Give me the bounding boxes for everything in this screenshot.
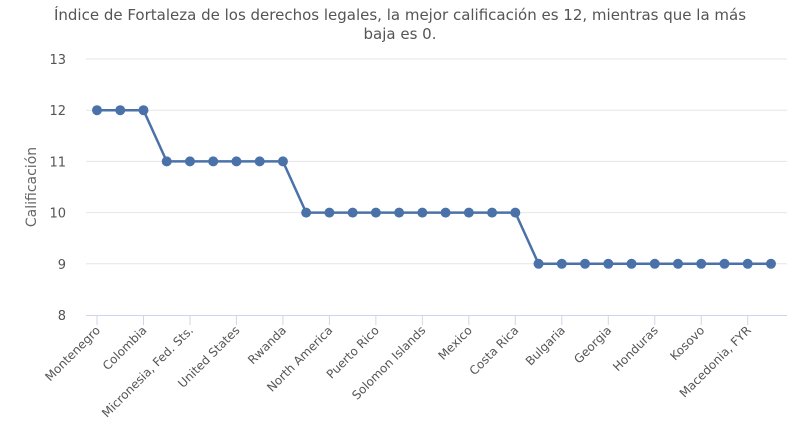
data-point[interactable] (742, 258, 753, 269)
chart-title-line-2: baja es 0. (363, 25, 437, 43)
x-tick-label: Bulgaria (523, 323, 568, 368)
y-tick-label: 11 (49, 155, 66, 170)
data-point[interactable] (649, 258, 660, 269)
data-point[interactable] (324, 207, 335, 218)
data-point[interactable] (231, 156, 242, 167)
data-point[interactable] (533, 258, 544, 269)
x-tick-label: Mexico (435, 323, 475, 363)
data-point[interactable] (184, 156, 195, 167)
y-axis-label: Calificación (24, 147, 40, 227)
data-point[interactable] (115, 105, 126, 116)
chart-title: Índice de Fortaleza de los derechos lega… (0, 6, 800, 44)
data-point[interactable] (208, 156, 219, 167)
data-point[interactable] (92, 105, 102, 116)
data-point[interactable] (603, 258, 614, 269)
data-point[interactable] (370, 207, 381, 218)
y-tick-label: 8 (58, 309, 66, 324)
data-point[interactable] (138, 105, 149, 116)
x-tick-label: Rwanda (245, 323, 289, 367)
data-point[interactable] (347, 207, 358, 218)
series-line (97, 108, 771, 266)
data-point[interactable] (626, 258, 637, 269)
data-point[interactable] (696, 258, 707, 269)
data-point[interactable] (765, 258, 776, 269)
y-tick-label: 9 (58, 258, 66, 273)
y-tick-label: 10 (49, 207, 66, 222)
data-point[interactable] (394, 207, 405, 218)
y-tick-label: 13 (49, 53, 66, 68)
data-point[interactable] (277, 156, 288, 167)
data-point[interactable] (417, 207, 428, 218)
y-axis-ticks: 8 9 10 11 12 13 (49, 53, 66, 324)
x-tick-label: Georgia (571, 323, 614, 366)
data-point[interactable] (440, 207, 451, 218)
data-point[interactable] (301, 207, 312, 218)
data-point[interactable] (556, 258, 567, 269)
data-point[interactable] (161, 156, 172, 167)
data-point[interactable] (487, 207, 498, 218)
data-point[interactable] (719, 258, 730, 269)
x-tick-label: Micronesia, Fed. Sts. (99, 323, 196, 420)
x-tick-label: Costa Rica (467, 323, 522, 378)
x-tick-label: Honduras (610, 323, 661, 374)
data-point[interactable] (463, 207, 474, 218)
x-tick-label: Colombia (100, 323, 150, 373)
data-point[interactable] (254, 156, 265, 167)
y-tick-label: 12 (49, 104, 66, 119)
x-tick-label: Montenegro (42, 323, 103, 384)
data-point[interactable] (510, 207, 521, 218)
series (92, 105, 776, 269)
x-tick-label: Kosovo (667, 323, 707, 363)
chart-title-line-1: Índice de Fortaleza de los derechos lega… (53, 6, 747, 24)
data-point[interactable] (580, 258, 591, 269)
data-point[interactable] (673, 258, 683, 269)
